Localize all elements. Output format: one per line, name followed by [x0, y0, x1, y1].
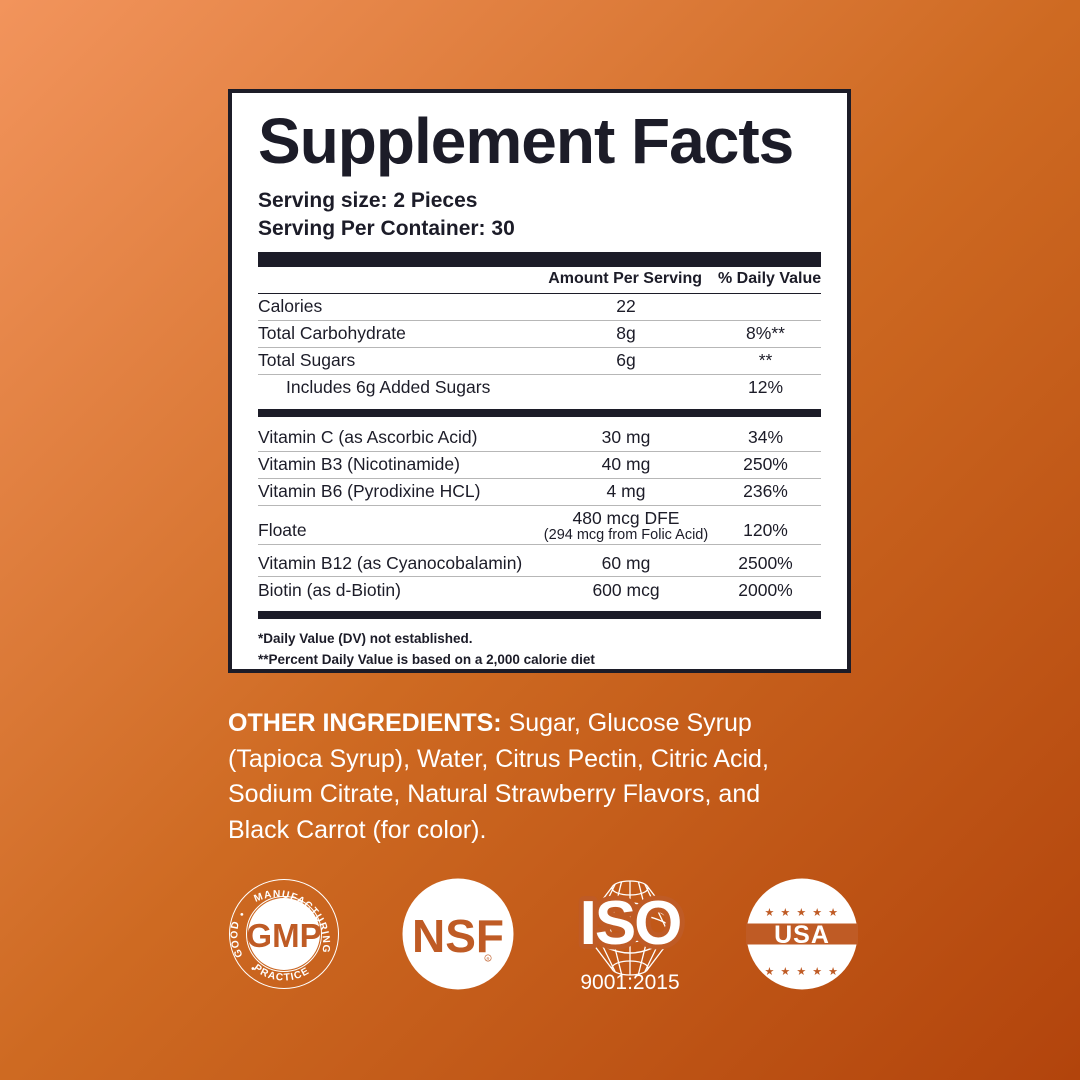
- svg-text:R: R: [486, 956, 489, 961]
- svg-text:ISO: ISO: [580, 889, 681, 958]
- svg-text:GOOD: GOOD: [229, 920, 245, 959]
- svg-text:NSF: NSF: [412, 910, 504, 962]
- svg-text:USA: USA: [774, 921, 830, 949]
- svg-text:GMP: GMP: [246, 917, 321, 954]
- svg-text:★ ★ ★ ★ ★: ★ ★ ★ ★ ★: [764, 966, 839, 978]
- svg-text:★ ★ ★ ★ ★: ★ ★ ★ ★ ★: [764, 907, 839, 919]
- svg-text:9001:2015: 9001:2015: [580, 971, 679, 990]
